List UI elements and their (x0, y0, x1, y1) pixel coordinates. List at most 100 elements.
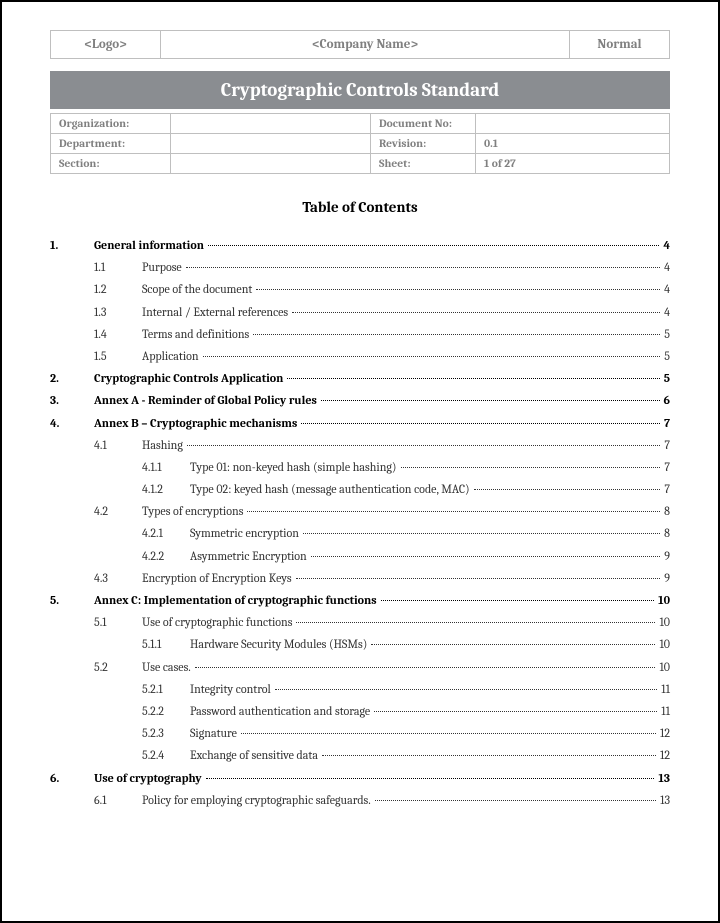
toc-entry-page: 4 (661, 234, 670, 256)
meta-section-value (171, 154, 371, 174)
toc-entry-number: 4.2.1 (142, 522, 190, 544)
toc-entry-text: Application (142, 345, 201, 367)
toc-entry-text: Purpose (142, 256, 184, 278)
toc-entry: 6.Use of cryptography13 (50, 767, 670, 789)
toc-leader-dots (321, 400, 660, 401)
toc-leader-dots (206, 778, 655, 779)
toc-entry-page: 11 (659, 700, 670, 722)
toc-entry-text: Scope of the document (142, 278, 254, 300)
meta-section-label: Section: (51, 154, 171, 174)
toc-entry-text: Cryptographic Controls Application (94, 367, 285, 389)
toc-entry-text: Policy for employing cryptographic safeg… (142, 789, 373, 811)
toc-entry-text: Symmetric encryption (190, 522, 301, 544)
toc-entry-number: 4.2.2 (142, 545, 190, 567)
toc-entry-page: 5 (662, 323, 670, 345)
toc-leader-dots (296, 622, 655, 623)
document-header-table: <Logo> <Company Name> Normal (50, 30, 670, 59)
toc-entry-page: 11 (659, 678, 670, 700)
meta-organization-value (171, 114, 371, 134)
toc-entry: 5.2.3Signature12 (50, 722, 670, 744)
toc-entry-text: Encryption of Encryption Keys (142, 567, 294, 589)
toc-entry-text: Internal / External references (142, 301, 290, 323)
toc-entry-page: 4 (662, 301, 670, 323)
toc-entry-text: Hashing (142, 434, 185, 456)
toc-entry-page: 5 (662, 345, 670, 367)
toc-leader-dots (303, 533, 660, 534)
toc-entry-number: 5.2 (94, 656, 142, 678)
toc-entry: 1.4Terms and definitions5 (50, 323, 670, 345)
toc-entry-text: Types of encryptions (142, 500, 245, 522)
toc-entry-number: 1.3 (94, 301, 142, 323)
toc-entry: 1.5Application 5 (50, 345, 670, 367)
meta-revision-label: Revision: (371, 134, 476, 154)
meta-revision-value: 0.1 (476, 134, 670, 154)
toc-entry-text: Annex C: Implementation of cryptographic… (94, 589, 379, 611)
toc-entry-number: 5.2.2 (142, 700, 190, 722)
toc-leader-dots (296, 578, 661, 579)
toc-entry-number: 1.1 (94, 256, 142, 278)
toc-entry-number: 5. (50, 589, 94, 611)
toc-leader-dots (195, 667, 656, 668)
toc-leader-dots (275, 689, 658, 690)
toc-entry: 5.1Use of cryptographic functions 10 (50, 611, 670, 633)
toc-entry-page: 7 (662, 478, 670, 500)
toc-entry-text: Asymmetric Encryption (190, 545, 309, 567)
status-cell: Normal (570, 31, 670, 59)
logo-cell: <Logo> (51, 31, 161, 59)
toc-entry-page: 10 (657, 611, 670, 633)
toc-entry-text: Annex B – Cryptographic mechanisms (94, 412, 299, 434)
toc-entry: 4.Annex B – Cryptographic mechanisms7 (50, 412, 670, 434)
toc-entry: 4.2.1Symmetric encryption8 (50, 522, 670, 544)
document-meta-table: Organization: Document No: Department: R… (50, 113, 670, 174)
company-name-cell: <Company Name> (161, 31, 570, 59)
toc-heading: Table of Contents (50, 198, 670, 216)
toc-leader-dots (186, 267, 660, 268)
toc-entry: 4.2.2Asymmetric Encryption 9 (50, 545, 670, 567)
toc-entry-page: 9 (662, 545, 670, 567)
toc-entry-number: 5.1 (94, 611, 142, 633)
toc-leader-dots (375, 800, 656, 801)
toc-entry-page: 10 (657, 633, 670, 655)
toc-leader-dots (374, 711, 657, 712)
toc-entry-text: Type 02: keyed hash (message authenticat… (190, 478, 472, 500)
toc-entry-text: Annex A - Reminder of Global Policy rule… (94, 389, 319, 411)
meta-organization-label: Organization: (51, 114, 171, 134)
toc-entry-number: 5.2.3 (142, 722, 190, 744)
toc-leader-dots (301, 423, 660, 424)
toc-entry: 5.2.1Integrity control11 (50, 678, 670, 700)
toc-entry-number: 1.5 (94, 345, 142, 367)
toc-entry-number: 5.2.1 (142, 678, 190, 700)
toc-leader-dots (381, 600, 654, 601)
toc-entry: 3.Annex A - Reminder of Global Policy ru… (50, 389, 670, 411)
meta-sheet-value: 1 of 27 (476, 154, 670, 174)
toc-leader-dots (208, 245, 659, 246)
toc-entry-text: Use of cryptography (94, 767, 204, 789)
toc-leader-dots (474, 489, 661, 490)
toc-entry-text: Use cases. (142, 656, 193, 678)
toc-entry: 5.Annex C: Implementation of cryptograph… (50, 589, 670, 611)
toc-entry-page: 6 (662, 389, 670, 411)
toc-entry-number: 5.2.4 (142, 744, 190, 766)
toc-entry-page: 13 (658, 789, 670, 811)
toc-entry-text: Signature (190, 722, 239, 744)
toc-entry-number: 3. (50, 389, 94, 411)
toc-leader-dots (187, 445, 660, 446)
toc-entry: 2.Cryptographic Controls Application 5 (50, 367, 670, 389)
toc-entry: 4.2Types of encryptions8 (50, 500, 670, 522)
toc-entry-text: Use of cryptographic functions (142, 611, 294, 633)
toc-entry: 1.General information4 (50, 234, 670, 256)
toc-entry-number: 4.1 (94, 434, 142, 456)
toc-entry-page: 10 (657, 656, 670, 678)
toc-entry-page: 7 (662, 434, 670, 456)
toc-entry-number: 1. (50, 234, 94, 256)
toc-entry-page: 4 (662, 278, 670, 300)
toc-leader-dots (401, 467, 661, 468)
toc-entry-page: 5 (662, 367, 670, 389)
toc-entry-number: 4. (50, 412, 94, 434)
toc-entry: 6.1Policy for employing cryptographic sa… (50, 789, 670, 811)
toc-entry: 4.1Hashing 7 (50, 434, 670, 456)
toc-entry-page: 12 (658, 744, 670, 766)
toc-entry-number: 4.1.1 (142, 456, 190, 478)
toc-entry-number: 2. (50, 367, 94, 389)
toc-entry-text: Type 01: non-keyed hash (simple hashing) (190, 456, 399, 478)
